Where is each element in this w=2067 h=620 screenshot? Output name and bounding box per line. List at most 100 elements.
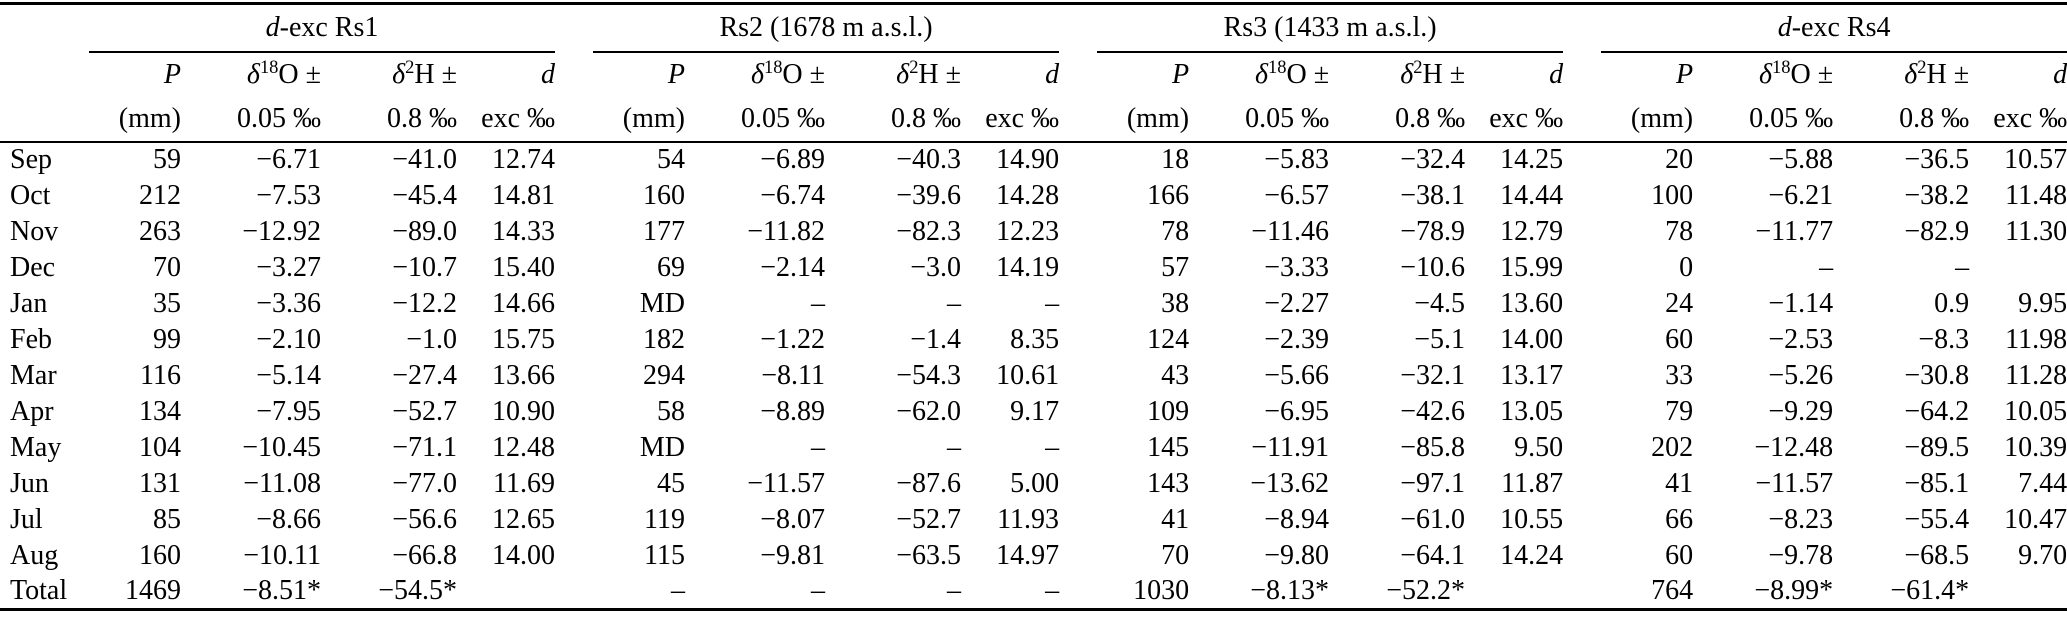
value-cell xyxy=(1465,574,1563,610)
column-spacer xyxy=(555,322,593,358)
value-cell: 294 xyxy=(643,359,686,391)
value-cell: −89.5 xyxy=(1904,431,1970,463)
header-text: H ± xyxy=(414,59,457,90)
value-cell: 60 xyxy=(1665,323,1694,355)
header-text: O ± xyxy=(278,59,321,90)
col-header-dexcess-unit: exc ‰ xyxy=(1969,97,2067,143)
value-cell: 14.24 xyxy=(1500,539,1564,571)
column-spacer xyxy=(555,4,593,52)
value-cell: −5.14 xyxy=(256,359,321,391)
value-cell: −12.2 xyxy=(392,287,457,319)
col-header-dexcess-unit: exc ‰ xyxy=(1465,97,1564,143)
corner-blank-cell xyxy=(0,97,89,143)
value-cell: 14.44 xyxy=(1500,179,1564,211)
value-cell: −8.23 xyxy=(1768,503,1834,535)
value-cell: −11.57 xyxy=(1755,467,1834,499)
value-cell: 12.23 xyxy=(996,215,1060,247)
table-row: Jan 35 −3.36 −12.2 14.66 MD – – – 38 −2.27 −4.5 13.6… xyxy=(0,286,2067,322)
column-spacer xyxy=(1059,214,1097,250)
value-cell: 18 xyxy=(1161,144,1190,175)
value-cell: −9.29 xyxy=(1768,395,1834,427)
value-cell: −38.2 xyxy=(1904,179,1970,211)
value-cell: −8.94 xyxy=(1264,503,1330,535)
col-header-delta2H: δ2H ± xyxy=(825,52,961,98)
value-cell: 13.17 xyxy=(1500,359,1564,391)
value-cell: 33 xyxy=(1665,359,1694,391)
table-body: Sep 59 −6.71 −41.0 12.74 54 −6.89 −40.3 14.90 18 −… xyxy=(0,142,2067,610)
month-label: Nov xyxy=(10,215,59,247)
value-cell: −1.14 xyxy=(1768,287,1834,319)
value-cell: −11.08 xyxy=(243,467,321,499)
value-cell: 20 xyxy=(1665,144,1694,175)
group-title-text: Rs2 (1678 m a.s.l.) xyxy=(719,11,933,43)
column-spacer xyxy=(1563,286,1601,322)
header-symbol-delta: δ xyxy=(1904,59,1918,90)
value-cell: −12.92 xyxy=(242,215,321,247)
value-cell: −61.0 xyxy=(1400,503,1466,535)
value-cell: 10.90 xyxy=(492,395,556,427)
table-row: Jul 85 −8.66 −56.6 12.65 119 −8.07 −52.7 11.93 41… xyxy=(0,502,2067,538)
column-spacer xyxy=(1059,538,1097,574)
value-cell: 116 xyxy=(140,359,181,391)
value-cell: – xyxy=(811,287,826,319)
value-cell: −6.95 xyxy=(1264,395,1330,427)
value-cell: −9.78 xyxy=(1768,539,1834,571)
header-text: H ± xyxy=(918,59,962,90)
value-cell: 43 xyxy=(1161,359,1190,391)
column-spacer xyxy=(555,394,593,430)
value-cell: −1.0 xyxy=(406,323,457,355)
col-header-dexcess-unit: exc ‰ xyxy=(457,97,556,143)
header-superscript: 2 xyxy=(405,56,415,77)
col-header-precipitation-unit: (mm) xyxy=(1601,97,1694,143)
value-cell: −3.33 xyxy=(1264,251,1330,283)
value-cell: 60 xyxy=(1665,539,1694,571)
value-cell: 12.74 xyxy=(492,144,556,175)
value-cell: 13.60 xyxy=(1500,287,1564,319)
value-cell: −2.27 xyxy=(1264,287,1330,319)
column-spacer xyxy=(555,214,593,250)
value-cell: −10.45 xyxy=(242,431,321,463)
value-cell: 134 xyxy=(139,395,181,427)
value-cell: 14.28 xyxy=(996,179,1060,211)
value-cell: 66 xyxy=(1665,503,1694,535)
group-title-italic-part: d xyxy=(1777,11,1792,43)
value-cell: −32.4 xyxy=(1400,144,1466,175)
value-cell: −63.5 xyxy=(896,539,962,571)
header-text: O ± xyxy=(1790,59,1834,90)
table-row: Total 1469 −8.51* −54.5* – – – – 1030 −8.13* −52.2… xyxy=(0,574,2067,610)
value-cell: 9.70 xyxy=(2018,539,2067,571)
value-cell: 1469 xyxy=(125,574,181,606)
value-cell: 69 xyxy=(657,251,686,283)
value-cell: 78 xyxy=(1665,215,1694,247)
value-cell: 58 xyxy=(657,395,686,427)
value-cell: 7.44 xyxy=(2018,467,2067,499)
value-cell: −7.53 xyxy=(256,179,321,211)
corner-blank-cell xyxy=(0,52,89,98)
col-header-delta18O-uncertainty: 0.05 ‰ xyxy=(685,97,826,143)
value-cell: 11.93 xyxy=(997,503,1060,535)
value-cell: 24 xyxy=(1665,287,1694,319)
header-symbol-delta: δ xyxy=(392,59,406,90)
value-cell: −8.3 xyxy=(1918,323,1970,355)
value-cell: 10.61 xyxy=(996,359,1060,391)
value-cell: 78 xyxy=(1161,215,1190,247)
value-cell: 12.48 xyxy=(492,431,556,463)
value-cell: 124 xyxy=(1147,323,1190,355)
column-spacer xyxy=(1059,52,1097,98)
table-row: May 104 −10.45 −71.1 12.48 MD – – – 145 −11.91 −85.… xyxy=(0,430,2067,466)
col-header-delta2H-uncertainty: 0.8 ‰ xyxy=(1833,97,1970,143)
column-spacer xyxy=(555,502,593,538)
column-spacer xyxy=(1059,286,1097,322)
value-cell: 9.17 xyxy=(1010,395,1060,427)
value-cell: 70 xyxy=(1161,539,1190,571)
column-spacer xyxy=(555,358,593,394)
header-symbol-delta: δ xyxy=(750,59,764,90)
header-symbol-delta: δ xyxy=(1759,59,1773,90)
value-cell: 14.90 xyxy=(996,144,1060,175)
header-symbol-delta: δ xyxy=(1400,59,1414,90)
value-cell: −3.27 xyxy=(256,251,321,283)
value-cell: −2.14 xyxy=(760,251,826,283)
value-cell: −1.4 xyxy=(910,323,962,355)
column-spacer xyxy=(1059,322,1097,358)
